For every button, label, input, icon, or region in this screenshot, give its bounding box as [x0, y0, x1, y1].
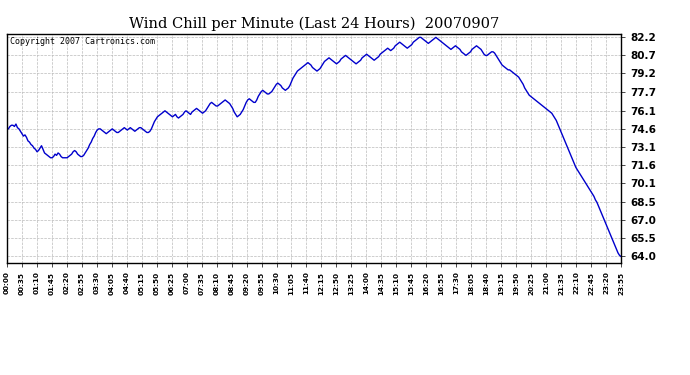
Title: Wind Chill per Minute (Last 24 Hours)  20070907: Wind Chill per Minute (Last 24 Hours) 20…	[129, 17, 499, 31]
Text: Copyright 2007 Cartronics.com: Copyright 2007 Cartronics.com	[10, 37, 155, 46]
